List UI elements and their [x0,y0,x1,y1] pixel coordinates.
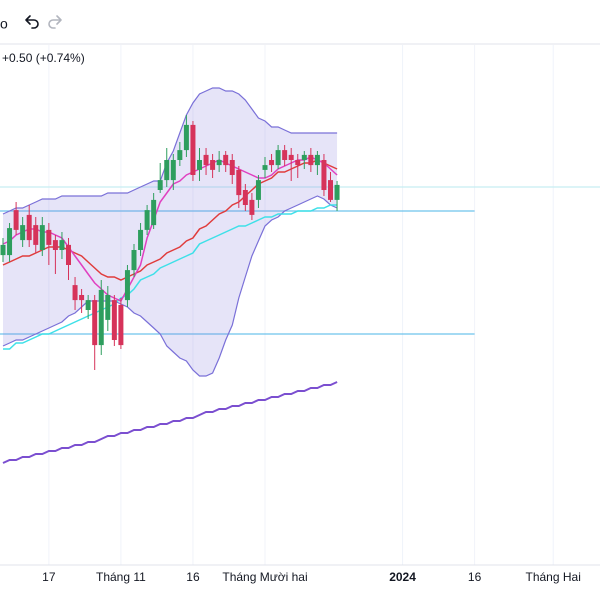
candle-body [216,160,222,166]
x-tick-label: Tháng 11 [96,570,146,584]
candle-body [170,160,176,181]
candle-body [131,250,137,271]
x-tick-label: 16 [186,570,200,584]
candle-body [20,225,26,241]
change-label: +0.50 (+0.74%) [2,51,85,65]
x-tick-label: 16 [468,570,482,584]
indicator-line [2,381,338,464]
x-tick-label: Tháng Hai [526,570,581,584]
candle-body [33,225,39,245]
band-fill [3,88,338,376]
candle-body [72,285,78,301]
candle-body [111,300,117,340]
redo-button[interactable] [48,15,62,29]
candle-body [46,229,52,245]
candle-body [59,240,65,250]
x-tick-label: 17 [42,570,56,584]
candle-body [151,199,157,226]
undo-button[interactable] [25,15,39,29]
candle-body [118,304,124,346]
candle-body [79,295,85,301]
candle-body [314,154,320,166]
candle-body [26,214,32,241]
candle-body [203,154,209,166]
undo-icon [25,15,39,29]
x-tick-label: Tháng Mười hai [222,570,307,584]
candle-body [85,300,91,310]
candle-body [0,244,6,256]
candle-body [262,165,268,170]
candle-body [229,160,235,175]
candle-body [328,180,333,200]
plot-area [0,45,600,565]
candle-body [190,124,196,175]
candle-body [39,225,45,250]
indicator-line [2,156,338,302]
candle-body [177,150,183,160]
candle-body [66,244,71,265]
candle-body [308,154,314,166]
candle-body [334,184,340,200]
candle-body [295,160,301,166]
candle-body [275,150,281,166]
candle-body [301,154,307,160]
toolbar [0,0,600,44]
candle-body [249,199,255,215]
candle-body [236,169,242,196]
candle-body [92,300,98,346]
band-upper [2,87,338,215]
candle-body [282,150,288,160]
candle-body [7,228,13,256]
candle-body [164,160,170,181]
candle-body [98,289,104,346]
candle-body [157,180,163,190]
candle-body [288,154,294,160]
candle-body [183,124,189,151]
indicator-line [3,204,338,350]
indicator-line [2,159,338,281]
candle-body [13,210,19,230]
candle-body [138,229,144,250]
redo-icon [48,15,62,29]
candle-body [210,160,216,170]
candle-body [269,160,275,166]
x-tick-label: 2024 [389,570,416,584]
candle-body [197,160,202,170]
candle-body [321,160,327,190]
candle-body [52,240,58,250]
toolbar-label: o [0,16,8,32]
candle-body [242,190,248,205]
candle-body [124,270,130,301]
candle-body [223,154,229,166]
candle-body [255,180,261,200]
candle-body [105,295,111,320]
candle-body [144,210,150,230]
